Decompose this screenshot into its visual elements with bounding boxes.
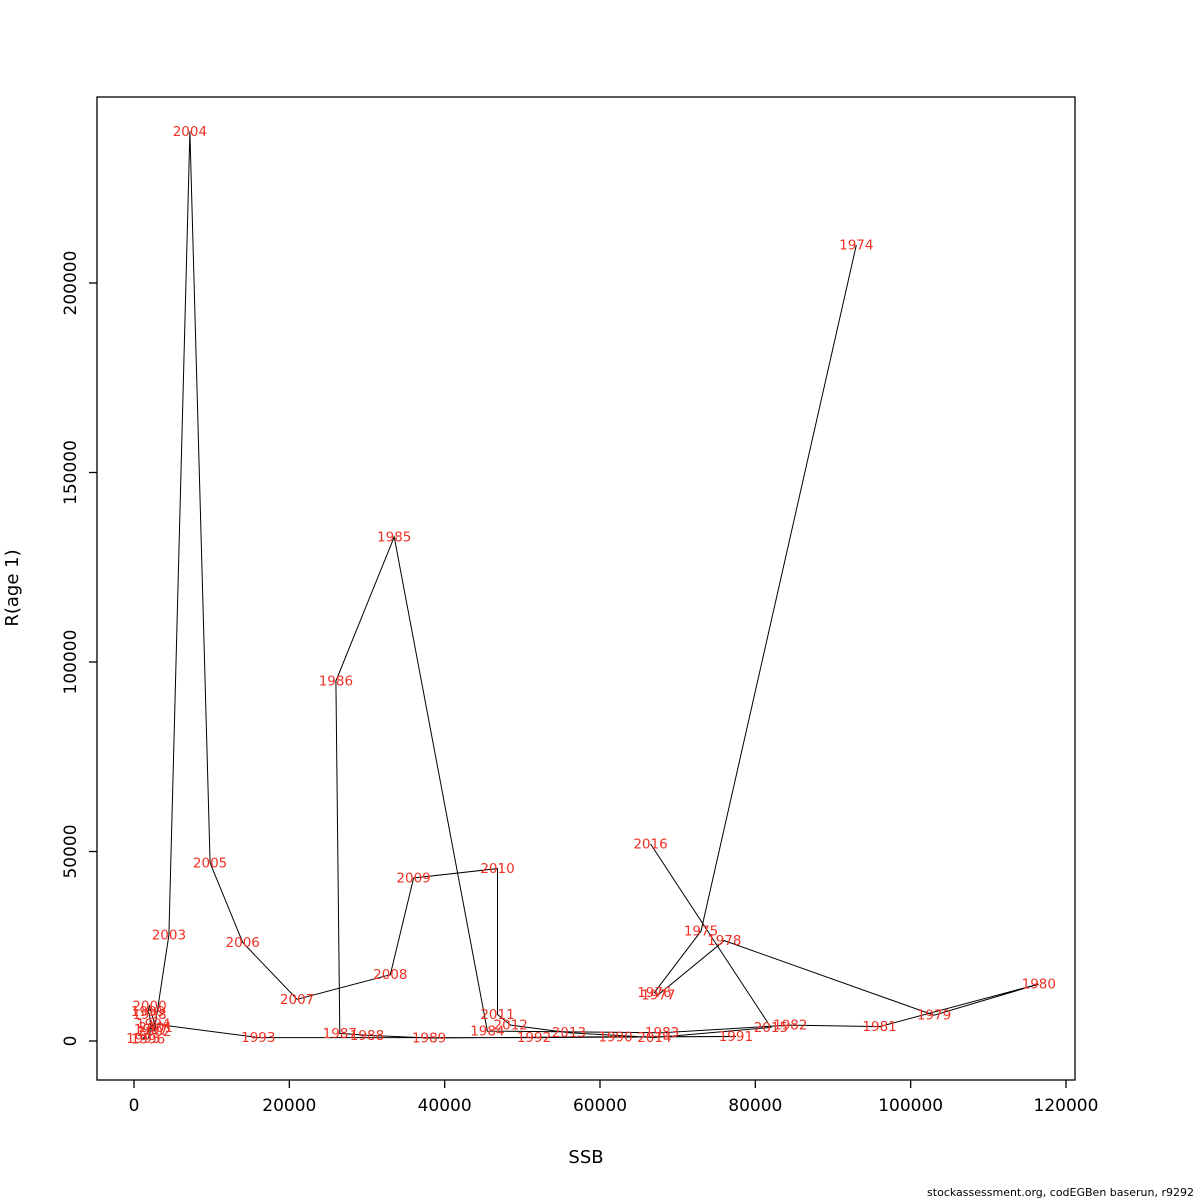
y-tick-label: 0 [61,1036,81,1047]
point-label-2011: 2011 [480,1007,514,1023]
x-tick-label: 40000 [418,1096,472,1116]
x-tick-label: 120000 [1034,1096,1099,1116]
series-line [142,131,1039,1040]
point-label-2012: 2012 [494,1018,528,1034]
point-label-2002: 2002 [137,1024,171,1040]
x-tick-label: 60000 [573,1096,627,1116]
point-label-1975: 1975 [684,924,718,940]
point-label-1996: 1996 [131,1032,165,1048]
point-label-1990: 1990 [598,1029,632,1045]
point-label-2014: 2014 [637,1030,671,1046]
point-label-1999: 1999 [131,1004,165,1020]
point-label-2010: 2010 [480,861,514,877]
point-label-2013: 2013 [552,1025,586,1041]
y-tick-label: 100000 [61,630,81,695]
point-label-1989: 1989 [412,1031,446,1047]
x-tick-label: 80000 [728,1096,782,1116]
point-label-1979: 1979 [917,1008,951,1024]
plot-box [96,96,1076,1081]
point-label-2016: 2016 [633,836,667,852]
point-label-1976: 1976 [637,985,671,1001]
y-axis-title: R(age 1) [2,549,23,626]
point-label-1974: 1974 [839,238,873,254]
point-label-1977: 1977 [641,987,675,1003]
y-axis: 0 50000 100000 150000 200000 [61,251,97,1047]
y-tick-label: 200000 [61,251,81,316]
point-label-1984: 1984 [470,1024,504,1040]
point-label-1985: 1985 [377,529,411,545]
point-label-1997: 1997 [134,1022,168,1038]
y-tick-label: 50000 [61,824,81,878]
point-label-1983: 1983 [645,1025,679,1041]
point-label-1987: 1987 [323,1026,357,1042]
point-label-1992: 1992 [517,1030,551,1046]
point-label-1998: 1998 [132,1007,166,1023]
x-tick-label: 0 [129,1096,140,1116]
point-label-1982: 1982 [773,1018,807,1034]
point-label-2015: 2015 [754,1020,788,1036]
point-label-1995: 1995 [126,1031,160,1047]
point-label-2009: 2009 [396,871,430,887]
point-label-1978: 1978 [707,933,741,949]
point-label-2000: 2000 [132,999,166,1015]
series-line-group [142,131,1039,1040]
point-label-1981: 1981 [862,1019,896,1035]
point-label-1986: 1986 [319,674,353,690]
point-label-2004: 2004 [173,124,207,140]
point-label-2001: 2001 [139,1020,173,1036]
x-axis: 0 20000 40000 60000 80000 100000 120000 [129,1080,1099,1116]
x-tick-label: 100000 [878,1096,943,1116]
point-label-1980: 1980 [1022,977,1056,993]
point-label-1994: 1994 [136,1016,170,1032]
x-tick-label: 20000 [262,1096,316,1116]
footer-credit: stockassessment.org, codEGBen baserun, r… [927,1186,1194,1199]
x-axis-title: SSB [568,1147,603,1168]
y-tick-label: 150000 [61,440,81,505]
point-label-1991: 1991 [719,1029,753,1045]
point-label-2008: 2008 [373,967,407,983]
point-label-2003: 2003 [152,927,186,943]
point-label-1988: 1988 [350,1028,384,1044]
point-label-2007: 2007 [280,992,314,1008]
point-label-2005: 2005 [193,855,227,871]
point-label-2006: 2006 [226,935,260,951]
point-label-1993: 1993 [241,1030,275,1046]
